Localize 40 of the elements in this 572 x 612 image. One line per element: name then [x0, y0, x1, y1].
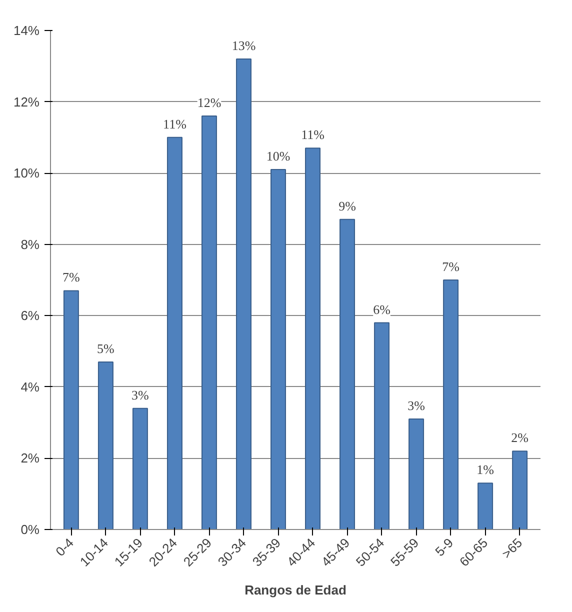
- bar: [512, 450, 528, 530]
- y-tick-label: 4%: [20, 379, 40, 394]
- data-label: 11%: [163, 116, 187, 132]
- x-tick-label: 5-9: [432, 535, 456, 560]
- x-tick-label: 0-4: [52, 535, 77, 560]
- data-label: 5%: [97, 340, 115, 356]
- bar: [478, 482, 494, 530]
- data-label: 1%: [476, 462, 494, 478]
- data-label: 2%: [511, 430, 529, 446]
- data-label: 3%: [132, 387, 150, 402]
- y-tick-label: 14%: [13, 23, 40, 38]
- bar: [374, 322, 390, 530]
- data-label: 7%: [62, 270, 80, 285]
- y-tick-label: 6%: [20, 308, 40, 324]
- data-label: 11%: [301, 127, 325, 142]
- bar: [270, 169, 286, 530]
- data-label: 3%: [408, 398, 426, 414]
- bar: [236, 58, 252, 530]
- data-label: 6%: [373, 302, 391, 317]
- data-label: 10%: [266, 148, 290, 164]
- bar: [443, 280, 459, 530]
- bar: [340, 218, 356, 530]
- data-label: 7%: [442, 259, 460, 274]
- bar: [201, 116, 217, 530]
- bar: [408, 418, 424, 530]
- bar: [63, 290, 79, 530]
- bar: [98, 361, 114, 530]
- y-tick-label: 0%: [20, 522, 40, 537]
- y-tick-label: 10%: [13, 166, 40, 181]
- y-tick-label: 2%: [20, 450, 40, 466]
- x-axis-title: Rangos de Edad: [244, 582, 346, 598]
- bar: [166, 136, 182, 530]
- data-label: 9%: [338, 198, 356, 214]
- bar: [132, 408, 148, 530]
- x-tick-label: >65: [498, 535, 526, 562]
- y-tick-label: 8%: [20, 236, 40, 252]
- bar: [305, 148, 320, 530]
- data-label: 12%: [197, 95, 222, 110]
- data-label: 13%: [232, 38, 256, 54]
- y-tick-label: 12%: [13, 94, 40, 110]
